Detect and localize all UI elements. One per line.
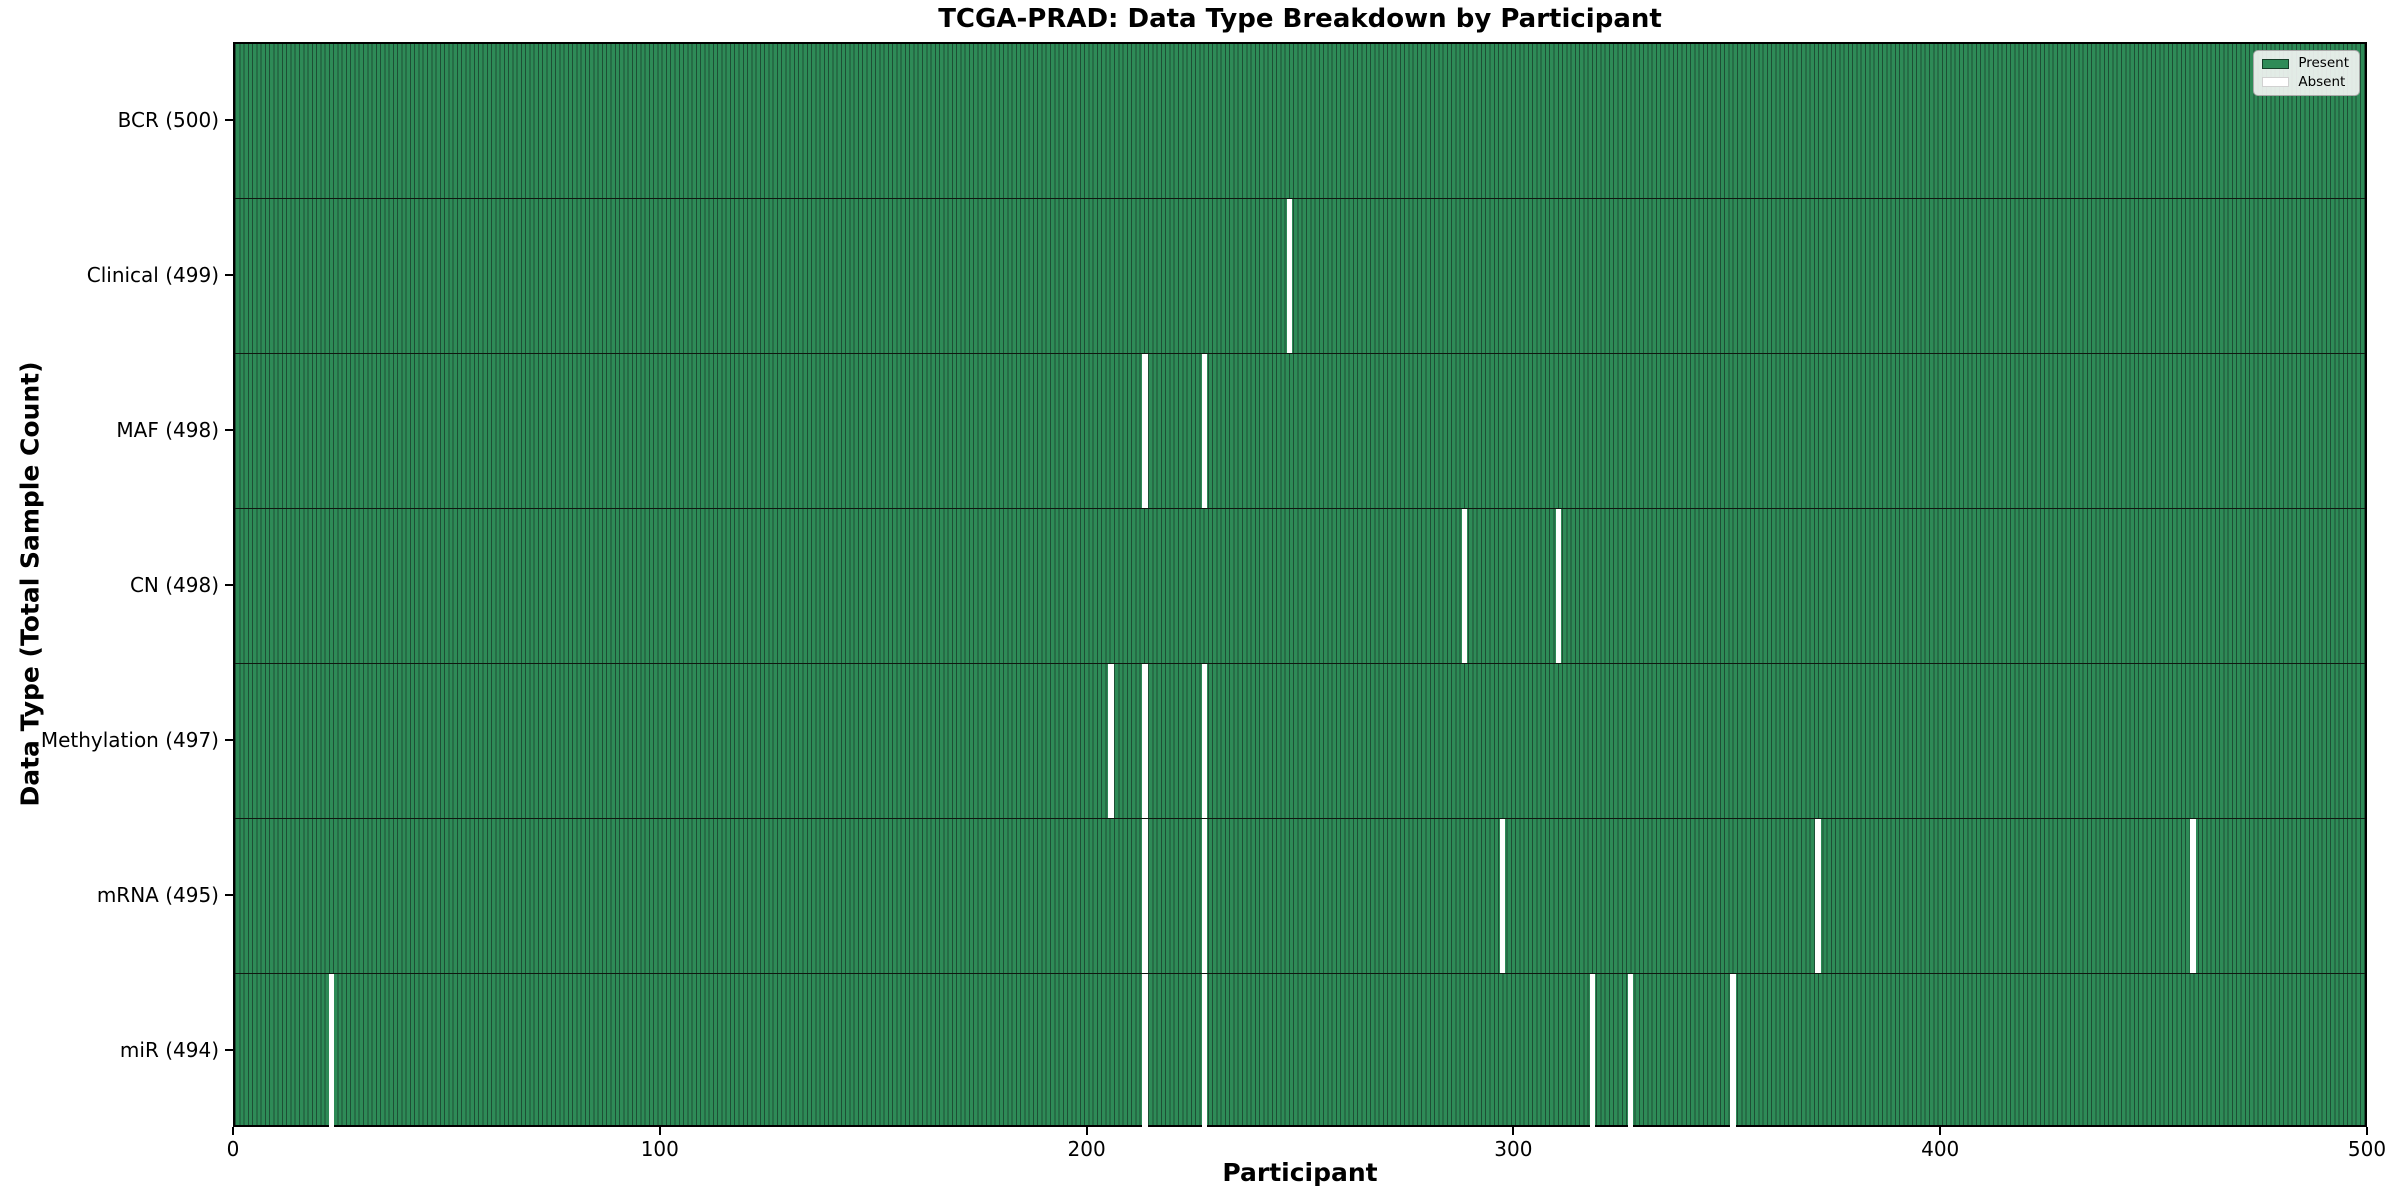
x-tick-label-200: 200 — [1067, 1137, 1106, 1161]
absent-gap — [1589, 974, 1595, 1129]
y-tick-mark — [225, 738, 233, 741]
absent-gap — [1202, 819, 1208, 973]
x-tick-label-500: 500 — [2347, 1137, 2387, 1161]
y-tick-label-bcr: BCR (500) — [117, 107, 219, 132]
y-tick-label-mrna: mRNA (495) — [96, 882, 219, 907]
absent-gap — [1628, 974, 1634, 1129]
plot-area: Present Absent — [233, 42, 2367, 1129]
x-tick-label-400: 400 — [1921, 1137, 1960, 1161]
legend-label-present: Present — [2298, 55, 2349, 71]
x-tick-mark — [1939, 1127, 1942, 1135]
absent-gap — [1142, 974, 1148, 1129]
absent-gap — [1287, 199, 1293, 353]
x-tick-mark — [232, 1127, 234, 1135]
y-tick-mark — [225, 583, 233, 586]
x-tick-mark — [2366, 1127, 2368, 1135]
absent-gap — [328, 974, 334, 1129]
y-tick-mark — [225, 893, 233, 896]
absent-gap — [1730, 974, 1736, 1129]
y-tick-label-mir: miR (494) — [119, 1037, 219, 1062]
x-tick-mark — [1085, 1127, 1088, 1135]
row-methylation — [235, 664, 2365, 819]
y-tick-label-cn: CN (498) — [129, 572, 219, 597]
y-tick-mark — [225, 1048, 233, 1051]
absent-gap — [1202, 974, 1208, 1129]
y-tick-label-maf: MAF (498) — [116, 417, 219, 442]
legend-entry-present: Present — [2262, 55, 2349, 71]
row-mrna — [235, 819, 2365, 974]
x-axis-title: Participant — [1222, 1158, 1378, 1187]
absent-gap — [1142, 354, 1148, 508]
chart-title: TCGA-PRAD: Data Type Breakdown by Partic… — [938, 4, 1662, 34]
y-tick-mark — [225, 428, 233, 431]
x-tick-mark — [658, 1127, 661, 1135]
y-tick-label-clinical: Clinical (499) — [86, 262, 219, 287]
legend: Present Absent — [2253, 50, 2360, 96]
legend-label-absent: Absent — [2298, 73, 2346, 90]
x-tick-label-300: 300 — [1494, 1137, 1533, 1161]
row-clinical — [235, 199, 2365, 354]
y-tick-mark — [225, 273, 233, 276]
absent-gap — [1142, 664, 1148, 818]
absent-gap — [1142, 819, 1148, 973]
x-axis-ticks: 0 100 200 300 400 500 — [227, 1127, 2386, 1167]
absent-gap — [1202, 664, 1208, 818]
legend-entry-absent: Absent — [2262, 73, 2349, 90]
absent-gap — [1555, 509, 1561, 663]
y-axis-ticks: BCR (500) Clinical (499) MAF (498) CN (498)… — [0, 42, 233, 1127]
absent-gap — [1815, 819, 1821, 973]
x-tick-mark — [1512, 1127, 1515, 1135]
x-tick-label-100: 100 — [640, 1137, 679, 1161]
absent-gap — [1108, 664, 1114, 818]
y-tick-label-methylation: Methylation (497) — [40, 727, 219, 752]
absent-swatch-icon — [2262, 77, 2290, 88]
row-cn — [235, 509, 2365, 664]
absent-gap — [1461, 509, 1468, 663]
absent-gap — [2190, 819, 2196, 973]
y-tick-mark — [225, 118, 233, 121]
row-maf — [235, 354, 2365, 509]
absent-gap — [1202, 354, 1208, 508]
row-bcr — [235, 44, 2365, 199]
present-swatch-icon — [2262, 58, 2290, 69]
row-mir — [235, 974, 2365, 1129]
absent-gap — [1500, 819, 1506, 973]
x-tick-label-0: 0 — [226, 1137, 240, 1161]
